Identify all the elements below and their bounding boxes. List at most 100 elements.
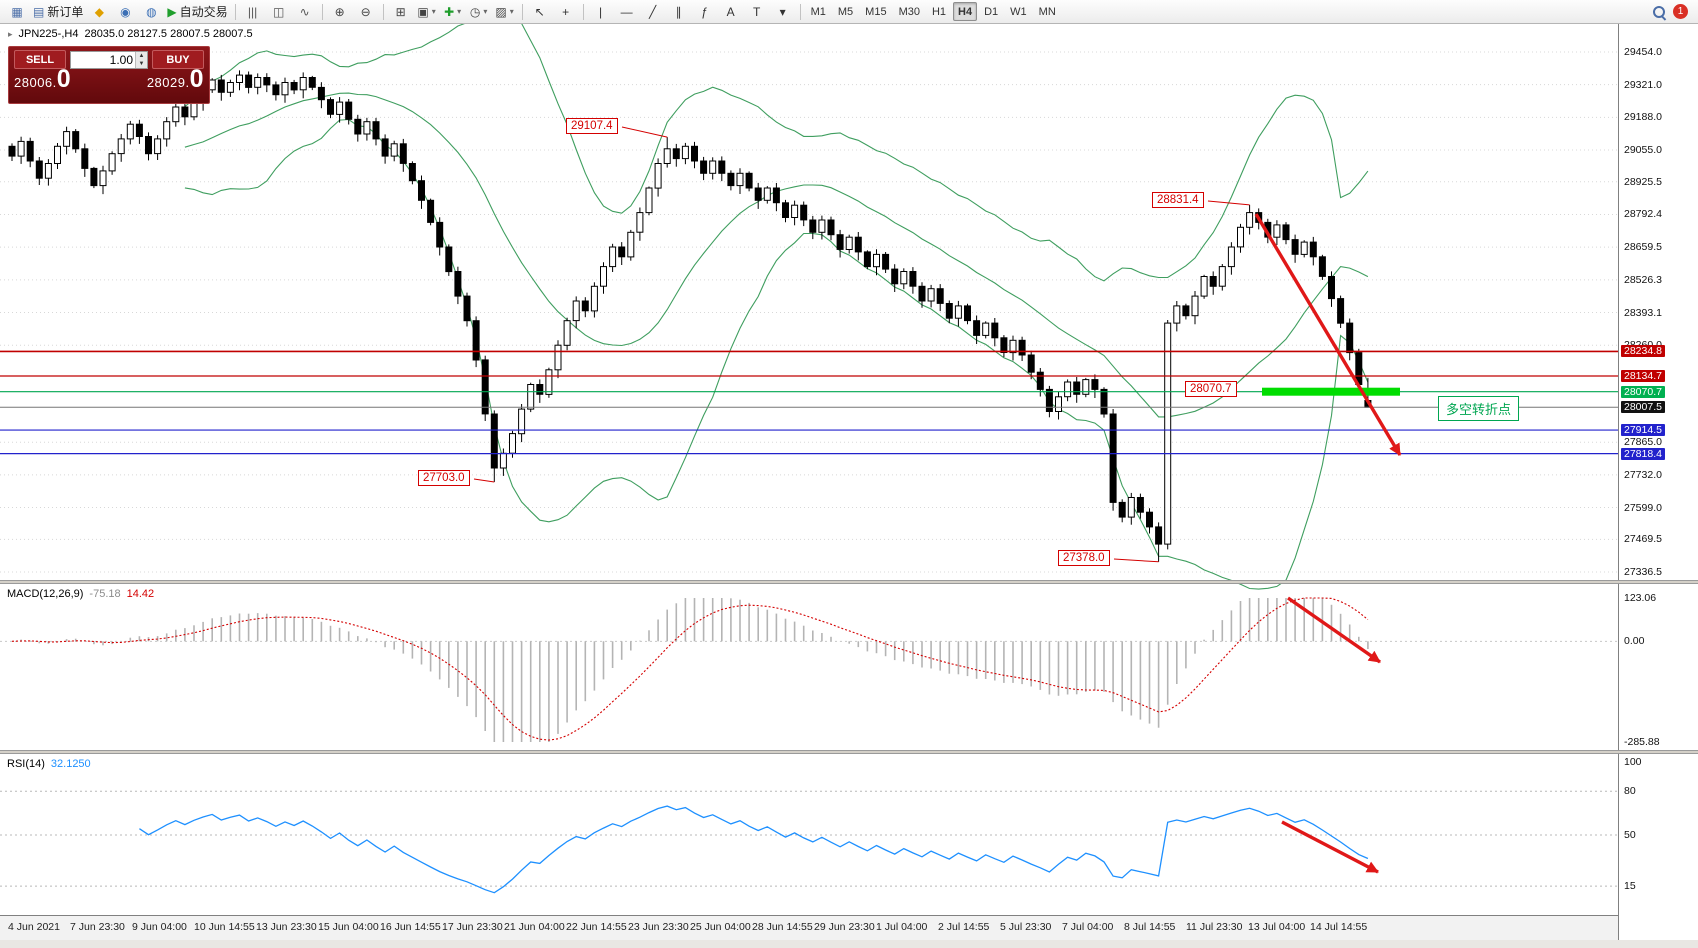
trend-arrow-main[interactable]	[1254, 213, 1402, 456]
template-icon[interactable]: ▨ ▾	[492, 1, 518, 23]
cursor-icon[interactable]: ↖	[527, 1, 553, 23]
timeframe-m15-button[interactable]: M15	[865, 5, 887, 18]
line-chart-icon-glyph: ∿	[299, 4, 310, 19]
price-tick: 0.00	[1624, 635, 1645, 648]
price-badge: 28134.7	[1621, 369, 1665, 382]
price-tick: 28393.1	[1624, 306, 1662, 319]
timeframe-h1-button[interactable]: H1	[931, 5, 947, 18]
search-icon-circle	[1653, 5, 1665, 18]
price-tick: 80	[1624, 785, 1636, 798]
macd-panel-separator[interactable]	[0, 580, 1698, 584]
horizontal-line-icon-glyph: —	[620, 4, 633, 19]
chart-window-icon[interactable]: ▦	[4, 1, 30, 23]
trendline-icon-glyph: ╱	[648, 4, 657, 19]
time-tick-label: 14 Jul 14:55	[1310, 921, 1368, 933]
price-callout[interactable]: 29107.4	[566, 118, 618, 134]
candlestick-chart-icon-glyph: ◫	[272, 4, 285, 19]
price-tick: 27865.0	[1624, 436, 1662, 449]
community-icon[interactable]: ◍	[138, 1, 164, 23]
macd-main-value: -75.18	[89, 588, 121, 600]
arrange-windows-icon-glyph: ▣	[417, 4, 429, 19]
zoom-out-icon[interactable]: ⊖	[353, 1, 379, 23]
vertical-line-icon[interactable]: |	[588, 1, 614, 23]
macd-signal-value: 14.42	[126, 588, 155, 600]
period-icon[interactable]: ◷ ▾	[466, 1, 492, 23]
time-tick-label: 7 Jul 04:00	[1062, 921, 1114, 933]
price-callout[interactable]: 28831.4	[1152, 192, 1204, 208]
new-order-button[interactable]: ▤ 新订单	[30, 1, 86, 23]
timeframe-h4-button[interactable]: H4	[953, 2, 978, 21]
timeframe-m30-button[interactable]: M30	[898, 5, 920, 18]
price-callout[interactable]: 27378.0	[1058, 550, 1110, 566]
new-order-button-glyph: ▤	[33, 4, 45, 19]
time-tick-label: 10 Jun 14:55	[194, 921, 255, 933]
annotation-note[interactable]: 多空转折点	[1438, 396, 1520, 421]
favorites-icon-glyph: ◆	[94, 4, 104, 19]
channel-icon[interactable]: ∥	[666, 1, 692, 23]
notification-badge[interactable]: 1	[1673, 4, 1688, 19]
price-callout[interactable]: 28070.7	[1185, 381, 1237, 397]
bar-chart-icon-glyph: |||	[247, 4, 258, 19]
toolbar-separator	[321, 3, 323, 20]
template-icon-glyph: ▨	[495, 4, 507, 19]
sell-price-big: 0	[56, 65, 72, 93]
bar-chart-icon[interactable]: |||	[240, 1, 266, 23]
chart-mini-icon: ▸	[8, 28, 13, 39]
time-tick-label: 23 Jun 23:30	[628, 921, 689, 933]
volume-input[interactable]	[71, 51, 135, 68]
candlestick-chart-icon[interactable]: ◫	[266, 1, 292, 23]
auto-trading-button[interactable]: ▶ 自动交易	[164, 1, 230, 23]
price-badge: 27914.5	[1621, 424, 1665, 437]
timeframe-w1-button[interactable]: W1	[1010, 5, 1027, 18]
price-tick: 28925.5	[1624, 175, 1662, 188]
rsi-indicator-header: RSI(14) 32.1250	[7, 758, 91, 770]
auto-trading-button-label: 自动交易	[179, 5, 228, 19]
timeframe-d1-button[interactable]: D1	[984, 5, 999, 18]
trendline-icon[interactable]: ╱	[640, 1, 666, 23]
line-chart-icon[interactable]: ∿	[292, 1, 318, 23]
rsi-panel-separator[interactable]	[0, 750, 1698, 754]
buy-price: 28029.0	[147, 67, 204, 92]
volume-decrease-button[interactable]: ▼	[135, 59, 147, 68]
price-tick: 50	[1624, 829, 1636, 841]
timeframe-mn-button[interactable]: MN	[1038, 5, 1056, 18]
price-scale[interactable]: 29454.0 29321.0 29188.0 29055.0 28925.5 28792…	[1618, 24, 1698, 940]
timeframe-m1-button[interactable]: M1	[810, 5, 826, 18]
zoom-in-icon[interactable]: ⊕	[327, 1, 353, 23]
text-icon[interactable]: A	[718, 1, 744, 23]
horizontal-lines	[0, 350, 1618, 455]
period-icon-caret-icon: ▾	[483, 7, 488, 16]
text-icon-glyph: A	[726, 4, 735, 19]
shapes-dropdown-icon[interactable]: ▾	[770, 1, 796, 23]
profile-icon[interactable]: ◉	[112, 1, 138, 23]
volume-increase-button[interactable]: ▲	[135, 51, 147, 60]
time-tick-label: 9 Jun 04:00	[132, 921, 187, 933]
price-callout[interactable]: 27703.0	[418, 470, 470, 486]
search-icon[interactable]	[1650, 3, 1668, 21]
text-label-icon-glyph: T	[752, 4, 761, 19]
macd-indicator-header: MACD(12,26,9) -75.18 14.42	[7, 588, 154, 600]
fibonacci-icon[interactable]: ƒ	[692, 1, 718, 23]
timeframe-toolbar: M1 M5 M15 M30 H1 H4 D1 W1 MN	[805, 2, 1062, 21]
time-tick-label: 5 Jul 23:30	[1000, 921, 1052, 933]
vertical-line-icon-glyph: |	[599, 4, 603, 19]
sell-price: 28006.0	[14, 67, 71, 92]
trade-panel-controls: SELL ▲ ▼ BUY	[14, 50, 204, 69]
support-highlight-segment[interactable]	[1262, 387, 1400, 396]
macd-panel-series	[0, 597, 1618, 742]
time-axis[interactable]: 4 Jun 2021 7 Jun 23:30 9 Jun 04:00 10 Jun 1…	[0, 915, 1618, 940]
tile-windows-icon[interactable]: ⊞	[388, 1, 414, 23]
price-tick: 100	[1624, 756, 1642, 768]
crosshair-icon[interactable]: +	[553, 1, 579, 23]
trend-arrow-rsi[interactable]	[1281, 820, 1379, 874]
horizontal-line-icon[interactable]: —	[614, 1, 640, 23]
trend-arrow-macd[interactable]	[1287, 596, 1381, 664]
favorites-icon[interactable]: ◆	[86, 1, 112, 23]
tile-windows-icon-glyph: ⊞	[395, 4, 406, 19]
price-tick: 28659.5	[1624, 241, 1662, 254]
add-indicator-icon[interactable]: ✚ ▾	[440, 1, 466, 23]
arrange-windows-icon[interactable]: ▣ ▾	[414, 1, 440, 23]
text-label-icon[interactable]: T	[744, 1, 770, 23]
timeframe-m5-button[interactable]: M5	[837, 5, 854, 18]
toolbar-separator	[799, 3, 801, 20]
